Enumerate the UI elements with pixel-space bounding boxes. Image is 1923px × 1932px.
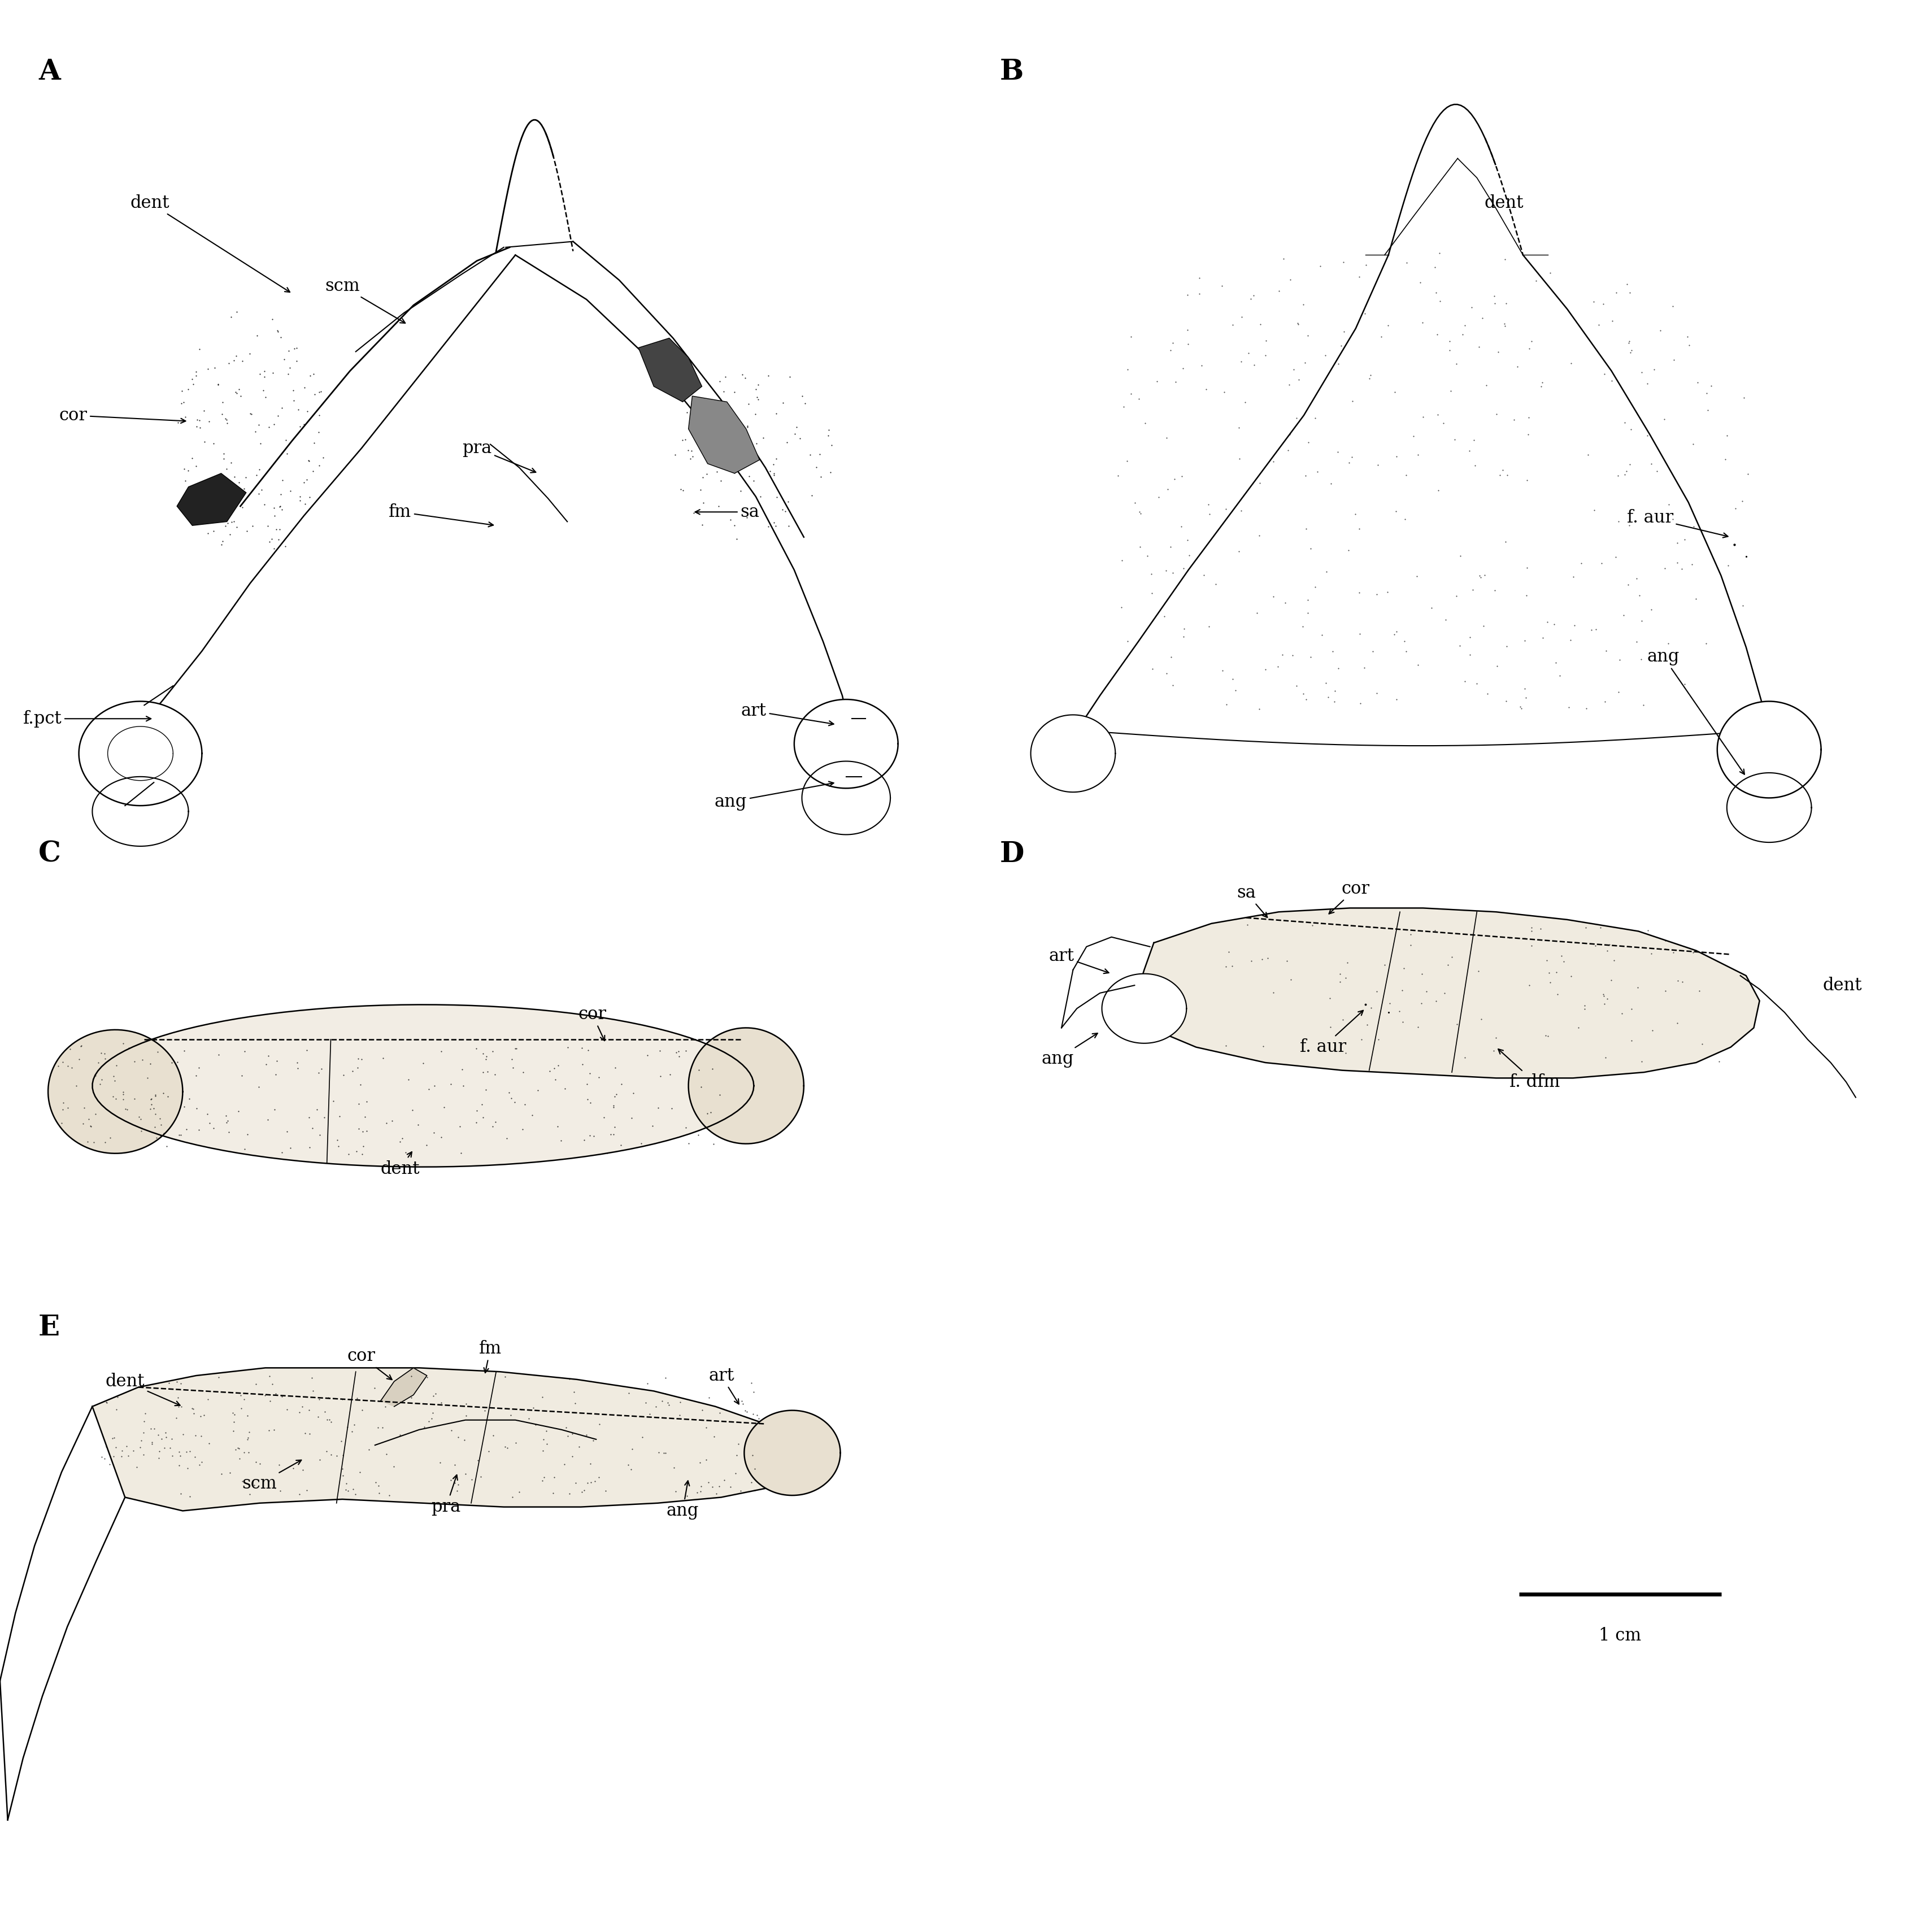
- Text: B: B: [1000, 58, 1023, 85]
- Text: E: E: [38, 1314, 60, 1341]
- Text: dent: dent: [381, 1151, 419, 1179]
- Text: fm: fm: [388, 502, 494, 527]
- Text: sa: sa: [1236, 883, 1267, 918]
- Polygon shape: [1727, 773, 1811, 842]
- Polygon shape: [688, 396, 760, 473]
- Polygon shape: [638, 338, 702, 402]
- Text: A: A: [38, 58, 60, 85]
- Polygon shape: [1717, 701, 1821, 798]
- Text: pra: pra: [431, 1474, 462, 1517]
- Text: sa: sa: [694, 502, 760, 522]
- Text: dent: dent: [131, 193, 290, 292]
- Text: cor: cor: [1329, 879, 1369, 914]
- Text: art: art: [708, 1366, 738, 1405]
- Text: 1 cm: 1 cm: [1598, 1627, 1642, 1644]
- Text: f. aur: f. aur: [1300, 1010, 1363, 1057]
- Text: ang: ang: [667, 1480, 698, 1520]
- Polygon shape: [1031, 715, 1115, 792]
- Text: cor: cor: [579, 1005, 606, 1041]
- Text: dent: dent: [1485, 193, 1523, 213]
- Text: pra: pra: [462, 439, 537, 473]
- Polygon shape: [802, 761, 890, 835]
- Polygon shape: [92, 1005, 754, 1167]
- Text: art: art: [740, 701, 835, 726]
- Polygon shape: [92, 777, 188, 846]
- Text: dent: dent: [106, 1372, 181, 1406]
- Polygon shape: [177, 473, 246, 526]
- Text: dent: dent: [1823, 976, 1861, 995]
- Polygon shape: [794, 699, 898, 788]
- Text: cor: cor: [60, 406, 187, 425]
- Polygon shape: [688, 1028, 804, 1144]
- Text: scm: scm: [242, 1461, 302, 1493]
- Text: ang: ang: [1042, 1034, 1098, 1068]
- Polygon shape: [1135, 908, 1760, 1078]
- Text: f.pct: f.pct: [23, 709, 152, 728]
- Text: D: D: [1000, 840, 1025, 867]
- Text: art: art: [1048, 947, 1110, 974]
- Text: fm: fm: [479, 1339, 502, 1374]
- Polygon shape: [381, 1368, 427, 1406]
- Polygon shape: [1102, 974, 1186, 1043]
- Text: ang: ang: [1648, 647, 1744, 775]
- Polygon shape: [92, 1368, 798, 1511]
- Text: ang: ang: [715, 782, 835, 811]
- Polygon shape: [79, 701, 202, 806]
- Text: C: C: [38, 840, 62, 867]
- Text: f. dfm: f. dfm: [1498, 1049, 1560, 1092]
- Text: cor: cor: [348, 1347, 392, 1379]
- Polygon shape: [744, 1410, 840, 1495]
- Polygon shape: [48, 1030, 183, 1153]
- Text: f. aur: f. aur: [1627, 508, 1729, 537]
- Text: scm: scm: [325, 276, 406, 323]
